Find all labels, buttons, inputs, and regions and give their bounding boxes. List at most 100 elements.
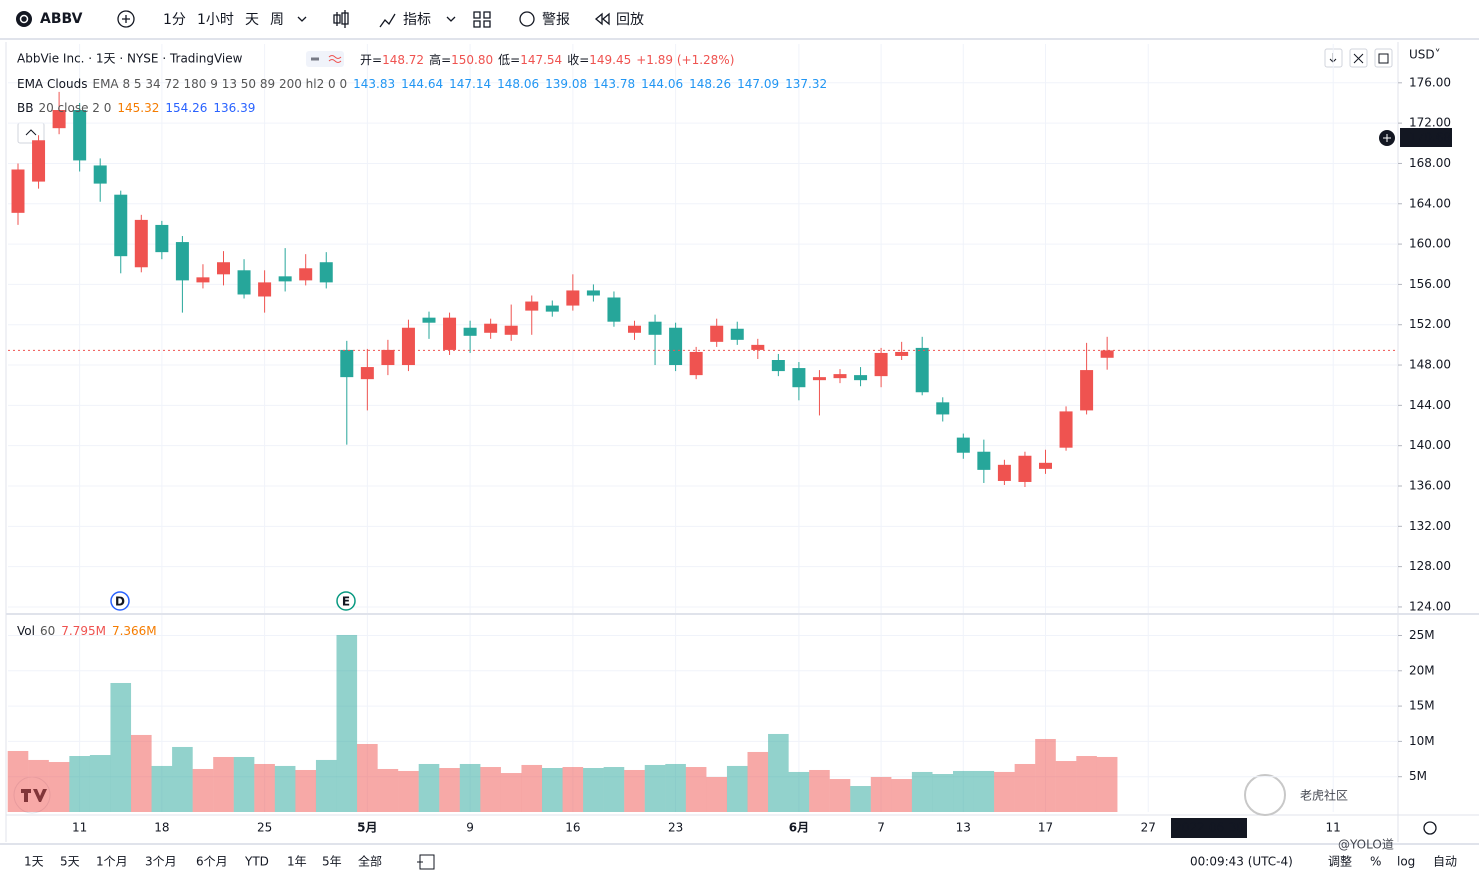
x-tick-label: 16 [565,821,580,835]
crosshair-price: 170.68 [1409,131,1451,145]
bb-name: BB [17,101,33,115]
interval[interactable]: 1小时 [197,12,234,28]
watermark: @YOLO道 [1338,838,1394,852]
candle-body [360,367,374,380]
candle-body [586,290,600,296]
range-button[interactable]: 6个月 [196,855,228,869]
candle-body [751,344,765,350]
y-tick-label: 172.00 [1409,116,1451,130]
range-button[interactable]: 5天 [60,855,80,869]
range-button[interactable]: 3个月 [145,855,177,869]
candle-body [32,140,46,182]
currency[interactable]: USD˅ [1409,48,1441,62]
range-button[interactable]: 1天 [24,855,44,869]
chart-type-button[interactable] [333,10,349,28]
vol-params: 60 [40,624,55,638]
vol-tick-label: 25M [1409,628,1435,642]
volume-bar [994,771,1015,812]
interval[interactable]: 1分 [163,12,186,28]
candle-body [134,219,148,268]
event-label: E [342,595,350,609]
symbol[interactable]: ABBV [40,11,83,27]
candle-body [401,327,415,366]
pane-button[interactable] [1374,48,1393,68]
alerts[interactable]: 警报 [542,12,570,28]
x-tick-label: 17 [1038,821,1053,835]
x-tick-label: 11 [72,821,87,835]
indicators-icon[interactable] [379,13,396,28]
candle-body [217,262,230,275]
volume-bar [624,769,645,812]
volume-bar [891,779,912,812]
volume-bar [480,767,501,812]
candle-body [299,268,313,281]
candle-body [175,242,189,281]
event-marker[interactable] [110,591,130,611]
ohlc-label: 低= [498,53,520,67]
y-tick-label: 140.00 [1409,438,1451,452]
candle-body [915,347,929,393]
ohlc-label: 开= [360,53,382,67]
axis-option[interactable]: log [1397,855,1415,869]
range-button[interactable]: 5年 [322,855,342,869]
range-button[interactable]: 全部 [358,854,382,869]
settings-button[interactable] [1423,821,1437,835]
indicators[interactable]: 指标 [403,12,431,28]
candle-body [628,325,641,333]
volume-bar [89,755,111,812]
range-button[interactable]: 1个月 [96,855,128,869]
add-symbol-button[interactable] [117,10,135,28]
ema-value: 144.64 [401,77,443,91]
date-range-button[interactable] [417,854,435,870]
replay-icon[interactable] [594,12,610,26]
interval[interactable]: 周 [270,12,284,28]
y-tick-label: 176.00 [1409,75,1451,89]
y-tick-label: 152.00 [1409,317,1451,331]
vol-name: Vol [17,624,35,638]
candle-body [545,305,559,312]
y-tick-label: 160.00 [1409,237,1451,251]
x-tick-label: 9 [466,821,474,835]
ohlc-value: 150.80 [451,53,493,67]
volume-bar [1076,756,1097,812]
volume-bar [172,746,193,812]
candle-body [607,297,621,322]
change: +1.89 (+1.28%) [636,53,734,67]
volume-bar [973,770,995,812]
layout-button[interactable] [473,11,491,28]
axis-option[interactable]: 调整 [1328,854,1352,869]
volume-bar [28,759,49,812]
collapse-legend-button[interactable] [17,122,45,144]
interval[interactable]: 天 [245,12,259,28]
symbol-logo[interactable] [16,11,32,27]
collapse-icon [25,129,37,136]
alert-icon[interactable] [519,11,535,27]
candle-body [936,402,950,415]
volume-bar [665,763,686,812]
indicators-dropdown[interactable] [446,16,456,22]
y-tick-label: 132.00 [1409,519,1451,533]
range-button[interactable]: YTD [244,855,269,869]
ohlc-value: 147.54 [520,53,562,67]
interval-dropdown[interactable] [297,16,307,22]
axis-option[interactable]: 自动 [1433,855,1457,869]
candle-body [278,276,292,282]
ohlc-label: 收= [567,53,589,67]
volume-bar [336,634,358,812]
clock: 00:09:43 (UTC-4) [1190,855,1293,869]
x-tick-label: 6月 [789,821,809,835]
vol-legend: Vol 60 7.795M 7.366M [17,624,157,638]
replay[interactable]: 回放 [616,12,644,28]
event-marker[interactable] [336,591,356,611]
volume-bar [192,768,214,812]
volume-bar [685,767,707,812]
volume-bar [213,756,234,812]
range-button[interactable]: 1年 [287,855,307,869]
volume-bar [911,771,933,812]
badge-icon [328,55,342,63]
volume-bar [110,682,132,812]
axis-option[interactable]: % [1370,855,1381,869]
candle-body [155,224,169,253]
